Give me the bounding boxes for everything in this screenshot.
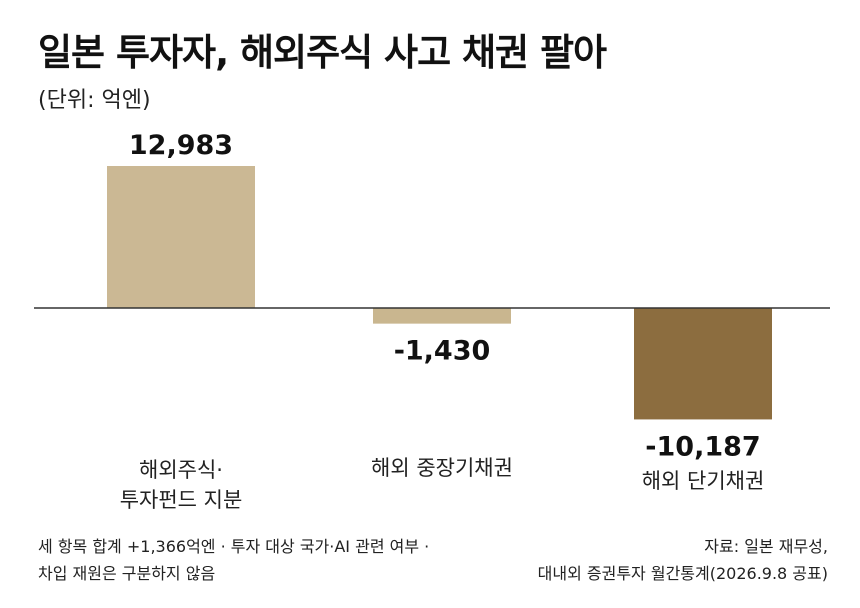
bar-long-term-bonds — [373, 308, 511, 324]
category-label-long-term-bonds: 해외 중장기채권 — [371, 456, 513, 480]
chart-title: 일본 투자자, 해외주식 사고 채권 팔아 — [38, 31, 607, 74]
category-label-foreign-equity: 해외주식· 투자펀드 지분 — [119, 458, 243, 512]
value-label-foreign-equity: 12,983 — [129, 130, 233, 161]
bar-short-term-bonds — [634, 308, 772, 420]
value-label-short-term-bonds: -10,187 — [645, 431, 760, 462]
bar-foreign-equity — [107, 166, 255, 308]
source-note: 자료: 일본 재무성, 대내외 증권투자 월간통계(2026.9.8 공표) — [537, 537, 828, 583]
category-label-short-term-bonds: 해외 단기채권 — [641, 469, 765, 493]
value-label-long-term-bonds: -1,430 — [394, 336, 491, 367]
unit-label: (단위: 억엔) — [38, 88, 151, 113]
footnote: 세 항목 합계 +1,366억엔 · 투자 대상 국가·AI 관련 여부 · 차… — [38, 537, 430, 583]
